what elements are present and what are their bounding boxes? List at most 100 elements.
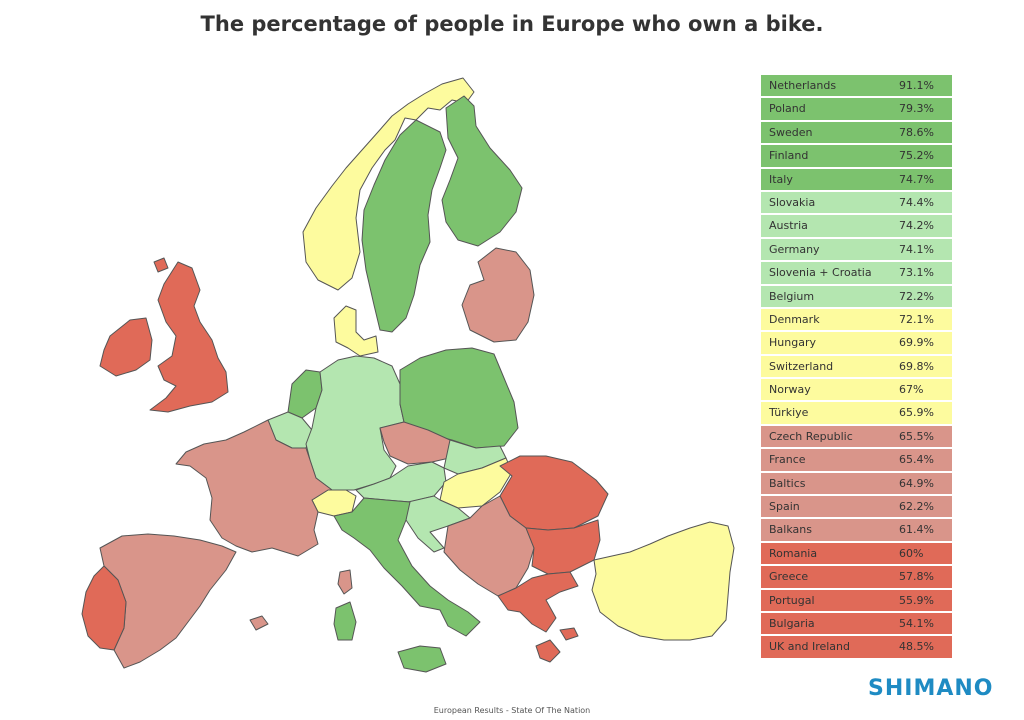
- region-italy-sardinia: [333, 601, 357, 641]
- region-poland: [399, 347, 519, 449]
- legend-row: Germany 74.1%: [761, 238, 952, 261]
- region-portugal: [81, 565, 127, 651]
- legend-value: 65.9%: [899, 406, 934, 420]
- legend-row: Hungary 69.9%: [761, 332, 952, 354]
- legend-value: 65.5%: [899, 429, 934, 443]
- legend-value: 75.2%: [899, 149, 934, 163]
- legend-row: Balkans 61.4%: [761, 519, 952, 541]
- legend-country: Baltics: [769, 476, 806, 490]
- legend-row: Portugal 55.9%: [761, 589, 952, 611]
- legend-row: Baltics 64.9%: [761, 472, 952, 495]
- legend-value: 74.1%: [899, 242, 934, 256]
- legend-value: 48.5%: [899, 640, 934, 654]
- legend-row: Slovenia + Croatia 73.1%: [761, 262, 952, 284]
- legend-value: 74.2%: [899, 219, 934, 233]
- region-spain-islands: [249, 615, 269, 631]
- legend-country: Italy: [769, 172, 793, 186]
- region-turkiye: [591, 521, 735, 641]
- shimano-logo: SHIMANO: [868, 676, 994, 701]
- legend-value: 54.1%: [899, 616, 934, 630]
- legend-row: France 65.4%: [761, 449, 952, 471]
- legend-country: UK and Ireland: [769, 640, 850, 654]
- region-france: [175, 419, 333, 557]
- legend-country: Slovenia + Croatia: [769, 266, 872, 280]
- footer-caption: European Results - State Of The Nation: [433, 706, 591, 715]
- legend-row: Slovakia 74.4%: [761, 191, 952, 214]
- legend-value: 78.6%: [899, 125, 934, 139]
- legend-country: Hungary: [769, 336, 816, 350]
- region-finland: [441, 95, 523, 247]
- legend-country: Belgium: [769, 289, 815, 303]
- legend-value: 61.4%: [899, 523, 934, 537]
- europe-map: [81, 77, 735, 673]
- legend-row: Romania 60%: [761, 542, 952, 565]
- legend-country: Denmark: [769, 312, 820, 326]
- legend-value: 64.9%: [899, 476, 934, 490]
- legend-row: Switzerland 69.8%: [761, 355, 952, 378]
- legend-country: Sweden: [769, 125, 813, 139]
- legend-country: Portugal: [769, 593, 815, 607]
- legend-country: Netherlands: [769, 79, 837, 92]
- legend-country: Türkiye: [769, 406, 809, 420]
- legend-row: Austria 74.2%: [761, 215, 952, 237]
- region-greece-islands: [535, 639, 561, 663]
- legend-value: 91.1%: [899, 79, 934, 92]
- legend-country: France: [769, 453, 806, 467]
- region-greece-crete: [559, 627, 579, 641]
- legend-value: 69.9%: [899, 336, 934, 350]
- legend-value: 65.4%: [899, 453, 934, 467]
- legend-value: 69.8%: [899, 359, 934, 373]
- region-sweden: [361, 119, 447, 333]
- legend-row: Greece 57.8%: [761, 566, 952, 588]
- legend-row: Türkiye 65.9%: [761, 402, 952, 424]
- legend: Netherlands 91.1% Poland 79.3% Sweden 78.6% Fi…: [761, 75, 952, 660]
- legend-value: 74.7%: [899, 172, 934, 186]
- legend-country: Romania: [769, 546, 818, 560]
- legend-row: Poland 79.3%: [761, 98, 952, 120]
- legend-value: 55.9%: [899, 593, 934, 607]
- region-baltics: [461, 247, 535, 343]
- legend-country: Greece: [769, 570, 809, 584]
- region-italy: [333, 497, 481, 637]
- legend-country: Bulgaria: [769, 616, 815, 630]
- legend-row: Czech Republic 65.5%: [761, 425, 952, 448]
- legend-value: 57.8%: [899, 570, 934, 584]
- legend-country: Poland: [769, 102, 806, 116]
- legend-value: 79.3%: [899, 102, 934, 116]
- legend-row: Finland 75.2%: [761, 145, 952, 167]
- legend-row: Spain 62.2%: [761, 496, 952, 518]
- region-ireland: [99, 317, 153, 377]
- legend-row: Norway 67%: [761, 379, 952, 401]
- region-uk-islands: [153, 257, 169, 273]
- region-denmark: [333, 305, 379, 357]
- region-greece: [497, 571, 579, 633]
- region-romania: [499, 455, 609, 531]
- legend-row: UK and Ireland 48.5%: [761, 636, 952, 658]
- region-germany: [305, 355, 405, 491]
- legend-country: Germany: [769, 242, 820, 256]
- region-italy-sicily: [397, 645, 447, 673]
- legend-country: Switzerland: [769, 359, 834, 373]
- legend-country: Balkans: [769, 523, 812, 537]
- legend-country: Spain: [769, 500, 800, 514]
- region-norway: [302, 77, 475, 291]
- legend-value: 60%: [899, 546, 924, 560]
- legend-country: Finland: [769, 149, 809, 163]
- legend-value: 74.4%: [899, 195, 934, 209]
- legend-row: Italy 74.7%: [761, 168, 952, 190]
- legend-row: Netherlands 91.1%: [761, 75, 952, 97]
- region-czech-republic: [379, 421, 459, 465]
- region-balkans: [443, 495, 535, 597]
- legend-row: Belgium 72.2%: [761, 285, 952, 307]
- legend-row: Denmark 72.1%: [761, 308, 952, 331]
- legend-country: Norway: [769, 383, 811, 397]
- legend-value: 72.1%: [899, 312, 934, 326]
- legend-row: Bulgaria 54.1%: [761, 612, 952, 635]
- legend-row: Sweden 78.6%: [761, 121, 952, 144]
- region-corsica: [337, 569, 353, 595]
- legend-country: Austria: [769, 219, 808, 233]
- legend-value: 73.1%: [899, 266, 934, 280]
- region-uk: [149, 261, 229, 413]
- legend-value: 62.2%: [899, 500, 934, 514]
- legend-country: Czech Republic: [769, 429, 853, 443]
